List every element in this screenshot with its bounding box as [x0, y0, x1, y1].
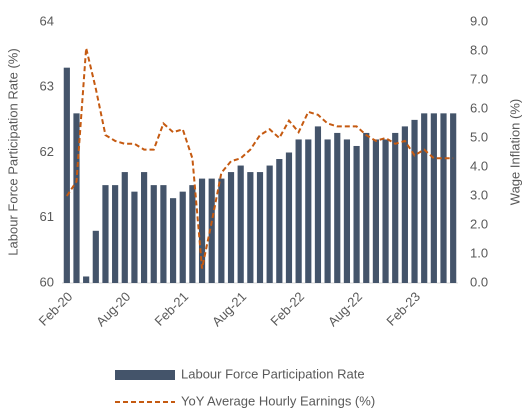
bar — [189, 185, 196, 283]
bar — [363, 132, 370, 283]
bar — [334, 132, 341, 283]
bar — [256, 172, 264, 283]
x-tick-label: Feb-22 — [267, 289, 307, 329]
bar — [179, 191, 186, 283]
bar — [247, 172, 254, 283]
bar — [169, 198, 177, 283]
bar — [353, 145, 360, 283]
x-tick-label: Aug-20 — [93, 289, 133, 329]
x-tick-label: Feb-23 — [383, 289, 423, 329]
bar — [237, 165, 244, 283]
bar — [440, 113, 447, 283]
bar — [198, 178, 206, 283]
bar — [372, 139, 379, 283]
y-tick-label: 61 — [40, 209, 54, 224]
bar — [218, 178, 225, 283]
bar — [276, 159, 283, 283]
y2-tick-label: 6.0 — [470, 100, 488, 115]
line — [65, 47, 454, 269]
bar — [382, 139, 389, 283]
bar — [63, 67, 70, 283]
y2-tick-label: 5.0 — [470, 129, 488, 144]
bar — [160, 185, 167, 283]
legend-label: YoY Average Hourly Earnings (%) — [181, 393, 375, 408]
bar — [314, 126, 322, 284]
bar — [131, 191, 138, 283]
bar — [430, 113, 437, 283]
y2-tick-label: 8.0 — [470, 42, 488, 57]
bar — [401, 126, 408, 284]
bar — [343, 139, 351, 283]
y2-tick-label: 2.0 — [470, 216, 488, 231]
y2-tick-label: 7.0 — [470, 71, 488, 86]
bar — [102, 185, 109, 283]
bar — [112, 185, 119, 283]
y2-tick-label: 1.0 — [470, 245, 488, 260]
x-tick-label: Feb-21 — [152, 289, 192, 329]
y2-tick-label: 0.0 — [470, 274, 488, 289]
x-tick-label: Aug-21 — [209, 289, 249, 329]
x-tick-label: Aug-22 — [325, 289, 365, 329]
y-axis-title: Labour Force Participation Rate (%) — [5, 48, 20, 255]
bar — [285, 152, 293, 283]
bar — [73, 113, 80, 283]
bar — [411, 119, 418, 283]
bar — [208, 178, 215, 283]
y-tick-label: 62 — [40, 144, 54, 159]
bar — [421, 113, 428, 283]
y-tick-label: 60 — [40, 274, 54, 289]
bar — [266, 165, 273, 283]
y-tick-label: 64 — [40, 13, 54, 28]
y2-tick-label: 4.0 — [470, 158, 488, 173]
y2-tick-label: 9.0 — [470, 13, 488, 28]
y2-tick-label: 3.0 — [470, 187, 488, 202]
bar — [141, 172, 148, 283]
bar — [305, 139, 312, 283]
x-tick-label: Feb-20 — [36, 289, 76, 329]
y-tick-label: 63 — [40, 79, 54, 94]
bar — [92, 230, 99, 283]
bar — [121, 172, 128, 283]
bar — [324, 139, 331, 283]
bar — [295, 139, 302, 283]
bar — [450, 113, 457, 283]
legend-swatch — [115, 370, 175, 380]
bar — [150, 185, 157, 283]
bar — [227, 172, 235, 283]
y2-axis-title: Wage Inflation (%) — [507, 99, 522, 205]
bar — [83, 276, 90, 283]
legend-label: Labour Force Participation Rate — [181, 366, 365, 381]
bar — [392, 132, 399, 283]
